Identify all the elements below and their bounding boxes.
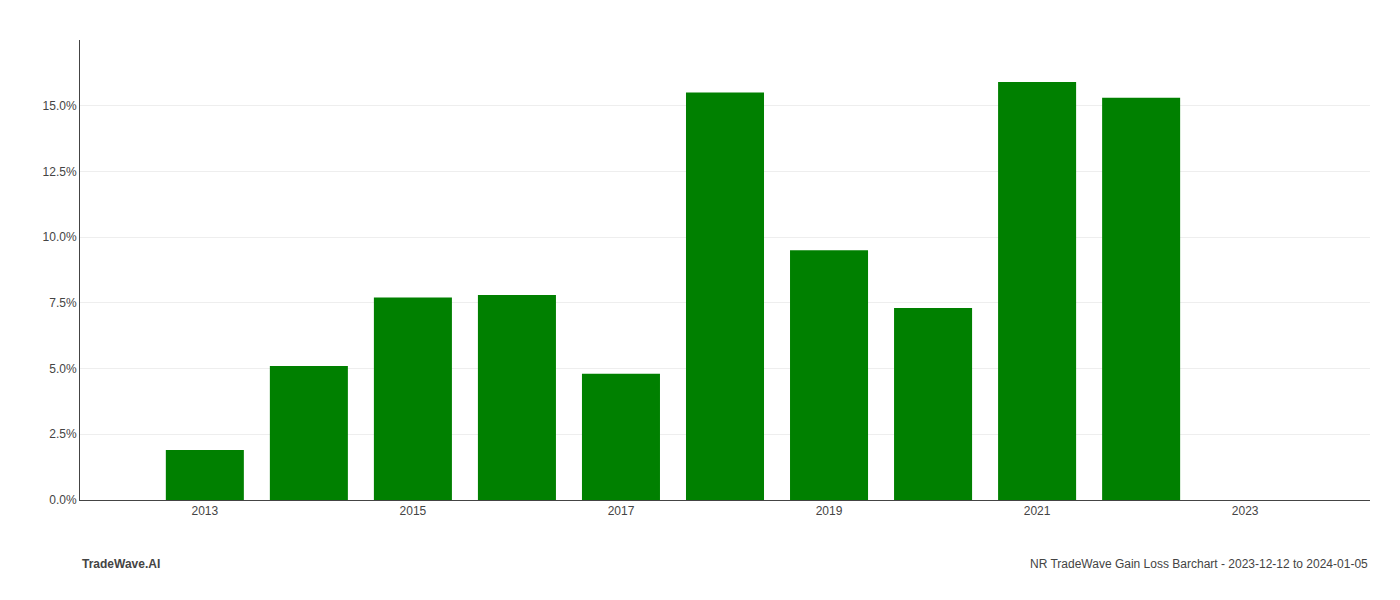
svg-text:2015: 2015	[400, 504, 427, 518]
svg-text:2019: 2019	[816, 504, 843, 518]
svg-text:10.0%: 10.0%	[43, 230, 77, 244]
svg-text:0.0%: 0.0%	[49, 493, 77, 507]
svg-text:2023: 2023	[1232, 504, 1259, 518]
svg-text:15.0%: 15.0%	[43, 99, 77, 113]
svg-text:2021: 2021	[1024, 504, 1051, 518]
svg-text:2013: 2013	[191, 504, 218, 518]
svg-text:2017: 2017	[608, 504, 635, 518]
svg-text:12.5%: 12.5%	[43, 165, 77, 179]
svg-text:TradeWave.AI: TradeWave.AI	[82, 557, 160, 571]
svg-text:7.5%: 7.5%	[49, 296, 77, 310]
svg-text:2.5%: 2.5%	[49, 427, 77, 441]
svg-text:NR TradeWave Gain Loss Barchar: NR TradeWave Gain Loss Barchart - 2023-1…	[1030, 557, 1368, 571]
svg-text:5.0%: 5.0%	[49, 362, 77, 376]
